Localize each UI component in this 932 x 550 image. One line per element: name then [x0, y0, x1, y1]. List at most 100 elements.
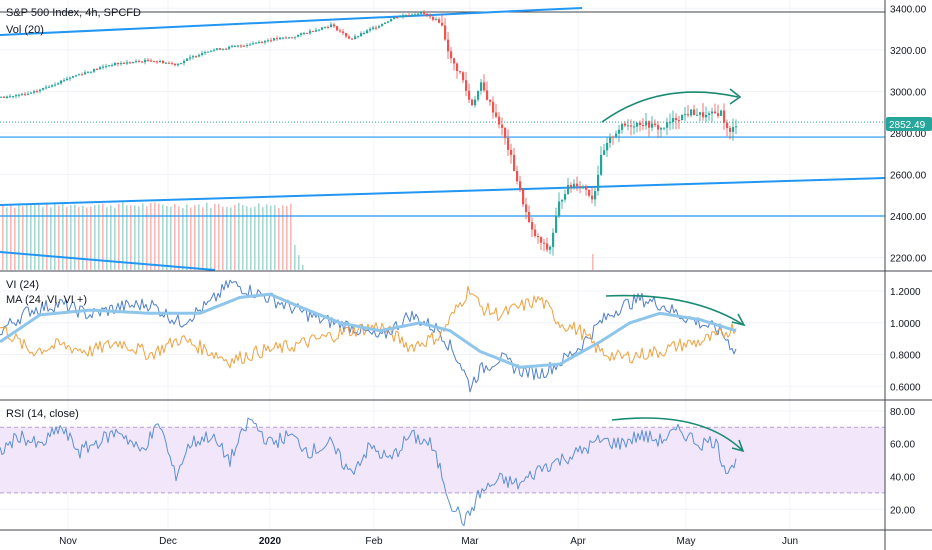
candle-body: [606, 142, 609, 151]
volume-bar: [302, 265, 304, 270]
candle-body: [534, 229, 537, 237]
candle-body: [375, 27, 378, 29]
volume-bar: [78, 207, 80, 270]
candle-body: [258, 42, 261, 44]
candle-body: [150, 60, 153, 62]
trendlines[interactable]: [0, 7, 886, 271]
candle-body: [471, 99, 474, 106]
price-axis[interactable]: [885, 0, 932, 550]
axis-labels: Nov Dec 2020 Feb Mar Apr May Jun 3400.00 3200.00 3…: [59, 4, 926, 547]
vi-legend[interactable]: VI (24): [6, 279, 39, 291]
candle-body: [261, 42, 264, 44]
volume-bar: [122, 202, 124, 270]
candle-body: [9, 96, 12, 98]
volume-bar: [194, 205, 196, 270]
vi-arc-arrow-curve: [605, 294, 743, 325]
candle-body: [558, 201, 561, 217]
candle-body: [228, 46, 231, 49]
candle-body: [237, 45, 240, 47]
rsi-tick-label: 80.00: [890, 407, 915, 418]
candle-body: [156, 61, 159, 63]
candle-body: [531, 222, 534, 230]
candle-body: [39, 89, 42, 92]
candle-body: [126, 62, 129, 64]
volume-bar: [90, 206, 92, 270]
candle-body: [303, 33, 306, 35]
vi-plus-line: [0, 279, 737, 393]
rsi-tick-label: 60.00: [890, 440, 915, 451]
candle-body: [732, 127, 735, 132]
candle-body: [51, 85, 54, 87]
vi-tick-label: 1.0000: [890, 319, 921, 330]
rsi-legend[interactable]: RSI (14, close): [6, 408, 79, 420]
candle-body: [105, 66, 108, 68]
candle-body: [390, 19, 393, 22]
candle-body: [528, 212, 531, 223]
candle-body: [360, 33, 363, 37]
candle-body: [651, 123, 654, 128]
annotations[interactable]: [601, 88, 746, 453]
candle-body: [687, 114, 690, 116]
volume-bar: [58, 205, 60, 270]
price-arc-arrow: [601, 88, 742, 123]
vi-arc-arrow-head: [731, 313, 746, 327]
candle-body: [96, 68, 99, 70]
candle-body: [654, 123, 657, 126]
candle-body: [69, 77, 72, 79]
ma-line: [0, 292, 737, 369]
candle-body: [291, 37, 294, 39]
candle-body: [621, 123, 624, 130]
volume-bar: [242, 205, 244, 270]
candle-body: [585, 186, 588, 190]
candle-body: [381, 23, 384, 26]
candle-body: [219, 48, 222, 50]
volume-bar: [106, 207, 108, 270]
candle-body: [321, 27, 324, 30]
candle-body: [735, 126, 738, 128]
candle-body: [408, 15, 411, 17]
candle-body: [120, 63, 123, 65]
volume-bar: [258, 203, 260, 270]
candle-body: [693, 109, 696, 116]
candle-body: [504, 127, 507, 138]
candle-body: [123, 63, 126, 65]
candle-body: [249, 44, 252, 46]
candle-body: [480, 82, 483, 91]
candle-body: [276, 38, 279, 40]
candle-body: [267, 40, 270, 42]
time-tick-label: Nov: [59, 536, 77, 547]
candle-body: [183, 60, 186, 64]
candle-body: [663, 127, 666, 129]
candle-body: [483, 82, 486, 91]
candle-body: [30, 92, 33, 94]
main-legend[interactable]: S&P 500 Index, 4h, SPCFD: [6, 7, 141, 19]
candle-body: [420, 11, 423, 14]
candle-body: [252, 43, 255, 45]
candle-body: [111, 65, 114, 67]
candle-body: [21, 93, 24, 95]
price-arc-arrow-head: [729, 88, 742, 105]
candle-body: [720, 110, 723, 116]
time-tick-label: 2020: [259, 536, 282, 547]
candle-body: [336, 26, 339, 31]
candle-body: [675, 118, 678, 121]
volume-bar: [34, 203, 36, 270]
candle-body: [33, 91, 36, 93]
candle-body: [189, 57, 192, 59]
candle-body: [210, 50, 213, 52]
volume-legend[interactable]: Vol (20): [6, 24, 44, 36]
candle-body: [138, 61, 141, 63]
ma-legend[interactable]: MA (24, VI, VI +): [6, 294, 87, 306]
candle-body: [642, 125, 645, 127]
volume-bar: [66, 206, 68, 270]
candle-body: [204, 52, 207, 54]
volume-bar: [202, 207, 204, 270]
candle-body: [591, 195, 594, 200]
candle-body: [645, 121, 648, 126]
candle-body: [468, 90, 471, 100]
candle-body: [246, 45, 249, 47]
candle-body: [609, 136, 612, 143]
volume-bar: [298, 255, 300, 270]
candle-body: [306, 33, 309, 35]
